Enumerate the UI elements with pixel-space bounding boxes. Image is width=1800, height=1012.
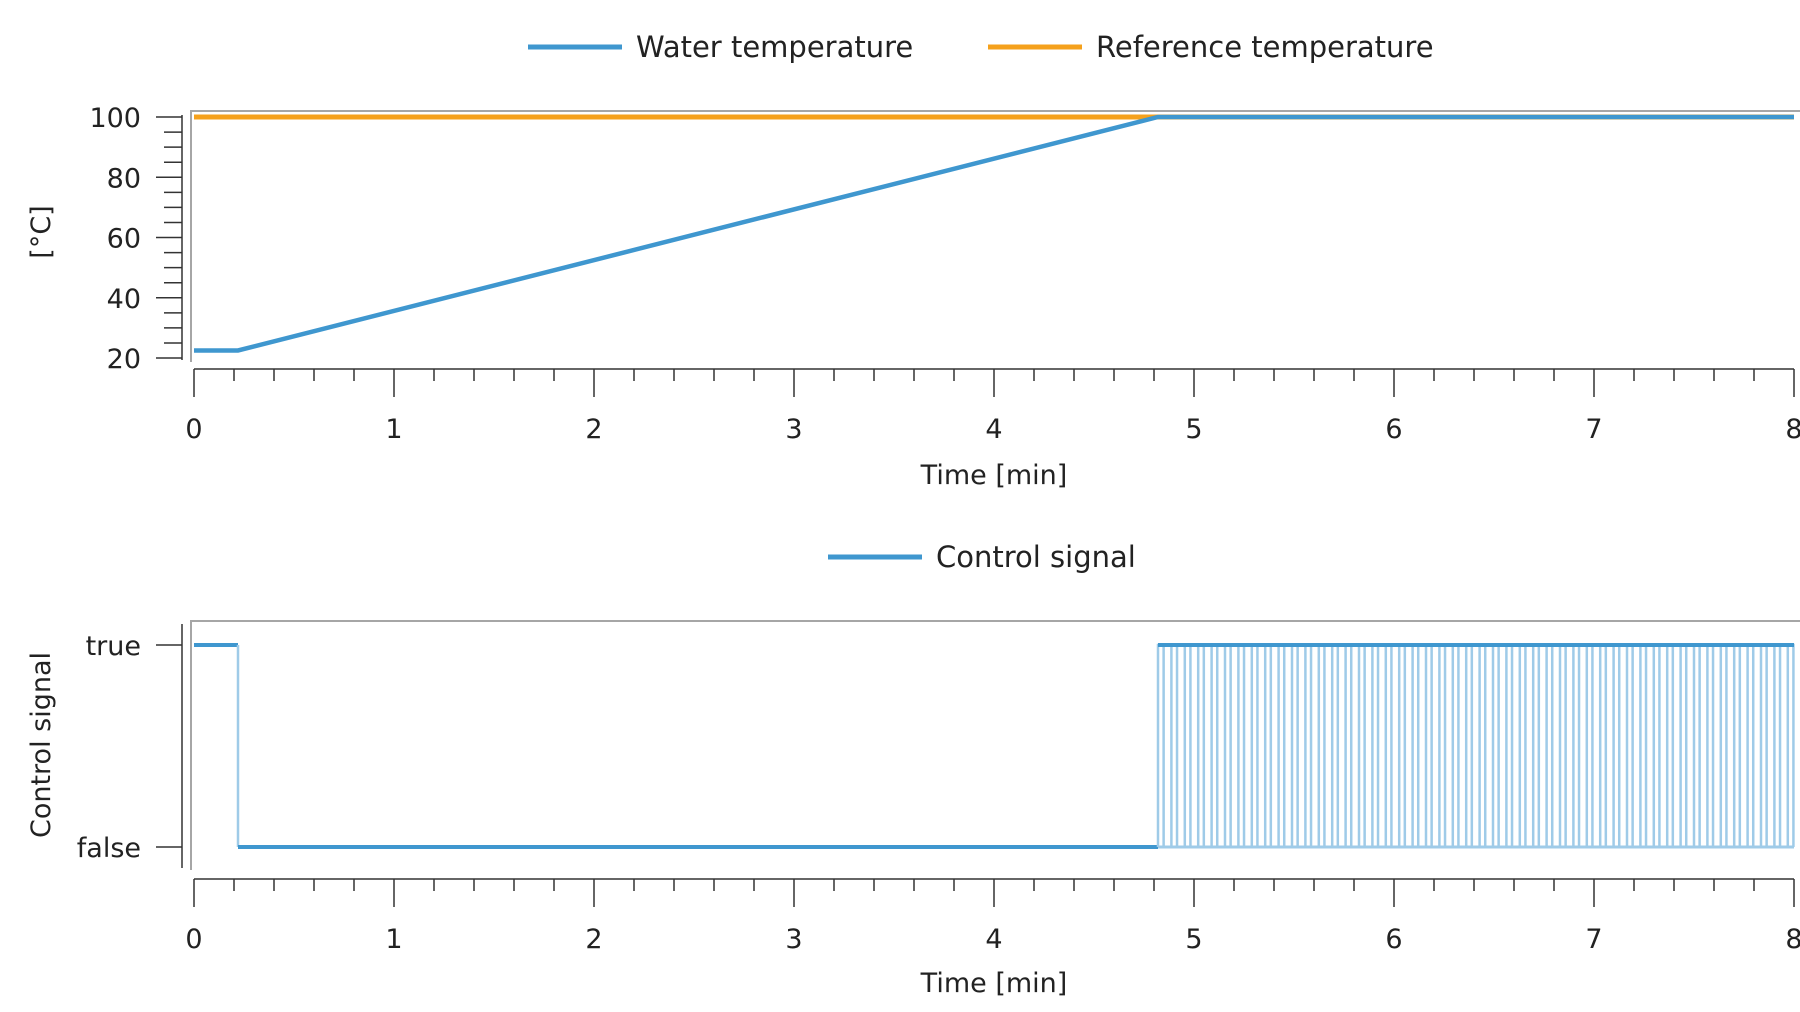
control-signal-x-tick-label-8: 8 xyxy=(1785,924,1800,955)
temperature-x-tick-label-6: 6 xyxy=(1385,414,1402,445)
temperature-y-tick-label-20: 20 xyxy=(107,344,141,375)
temperature-y-tick-label-40: 40 xyxy=(107,284,141,315)
control-signal-y-tick-label-false: false xyxy=(77,833,141,864)
temperature-x-tick-label-5: 5 xyxy=(1185,414,1202,445)
control-signal-x-tick-label-7: 7 xyxy=(1585,924,1602,955)
temperature-x-tick-label-2: 2 xyxy=(585,414,602,445)
control-signal-x-tick-label-3: 3 xyxy=(785,924,802,955)
control-signal-chart: Control signal true false 0 1 2 3 4 5 6 7 8 Contr… xyxy=(26,540,1800,999)
temperature-y-tick-label-60: 60 xyxy=(107,224,141,255)
legend-label-control-signal: Control signal xyxy=(936,540,1136,574)
control-signal-plot xyxy=(194,643,1795,849)
control-signal-x-tick-label-2: 2 xyxy=(585,924,602,955)
control-signal-y-axis-title: Control signal xyxy=(26,652,57,838)
temperature-y-axis: 20 40 60 80 100 xyxy=(89,103,183,375)
control-signal-switching-trace xyxy=(1156,643,1795,849)
control-signal-x-tick-label-5: 5 xyxy=(1185,924,1202,955)
control-signal-legend: Control signal xyxy=(828,540,1136,574)
temperature-y-axis-title: [°C] xyxy=(26,205,57,258)
temperature-x-tick-label-7: 7 xyxy=(1585,414,1602,445)
temperature-x-tick-label-8: 8 xyxy=(1785,414,1800,445)
control-signal-x-tick-label-1: 1 xyxy=(385,924,402,955)
water-temperature-line xyxy=(194,114,1794,353)
temperature-x-tick-label-4: 4 xyxy=(985,414,1002,445)
temperature-x-tick-label-3: 3 xyxy=(785,414,802,445)
temperature-x-axis: 0 1 2 3 4 5 6 7 8 xyxy=(185,368,1800,445)
control-signal-x-tick-label-4: 4 xyxy=(985,924,1002,955)
control-signal-x-axis-title: Time [min] xyxy=(920,968,1068,999)
control-signal-x-tick-label-6: 6 xyxy=(1385,924,1402,955)
temperature-legend: Water temperature Reference temperature xyxy=(528,30,1434,64)
control-signal-y-axis: true false xyxy=(77,624,183,868)
temperature-frame xyxy=(190,110,1800,362)
temperature-x-tick-label-1: 1 xyxy=(385,414,402,445)
control-signal-x-tick-label-0: 0 xyxy=(185,924,202,955)
legend-label-water: Water temperature xyxy=(636,30,913,64)
temperature-plot-lines xyxy=(194,114,1794,353)
temperature-x-tick-label-0: 0 xyxy=(185,414,202,445)
control-signal-frame xyxy=(190,620,1800,870)
temperature-y-tick-label-80: 80 xyxy=(107,163,141,194)
temperature-x-axis-title: Time [min] xyxy=(920,460,1068,491)
temperature-y-tick-label-100: 100 xyxy=(89,103,141,134)
control-signal-x-axis: 0 1 2 3 4 5 6 7 8 xyxy=(185,878,1800,955)
control-signal-y-tick-label-true: true xyxy=(86,631,141,662)
legend-label-reference: Reference temperature xyxy=(1096,30,1434,64)
temperature-chart: Water temperature Reference temperature … xyxy=(26,30,1800,491)
